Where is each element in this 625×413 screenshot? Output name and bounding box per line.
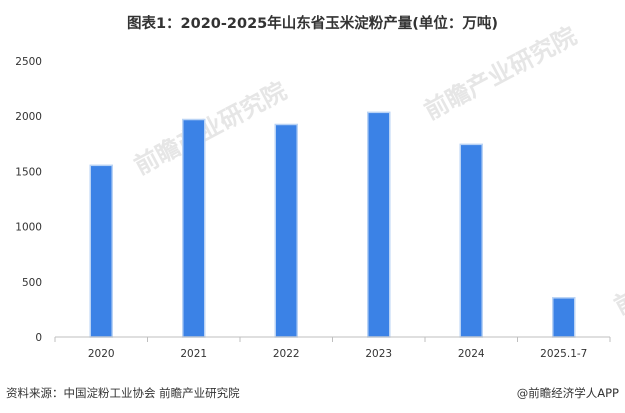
x-tick-label: 2024: [458, 348, 485, 360]
watermark-1: 前瞻产业研究院: [130, 77, 291, 181]
axes-group: [54, 336, 611, 342]
y-tick-label: 500: [22, 277, 42, 289]
x-tick-label: 2022: [273, 348, 300, 360]
bar-2025.1-7: [552, 297, 576, 338]
brand-credit: @前瞻经济学人APP: [516, 386, 619, 400]
y-tick-label: 1500: [15, 166, 42, 178]
source-note: 资料来源：中国淀粉工业协会 前瞻产业研究院: [6, 386, 240, 400]
watermark-2: 前瞻产业研究院: [420, 22, 581, 126]
x-tick-label: 2023: [365, 348, 392, 360]
y-tick-label: 2500: [15, 56, 42, 68]
bar-2024: [459, 143, 483, 338]
x-tick-label: 2020: [88, 348, 115, 360]
bar-2021: [182, 118, 206, 338]
bars-group: [89, 111, 576, 338]
bar-2020: [89, 164, 113, 338]
bar-2022: [274, 123, 298, 338]
x-tick-label: 2021: [180, 348, 207, 360]
y-tick-label: 0: [35, 332, 42, 344]
x-tick-label: 2025.1-7: [540, 348, 587, 360]
y-tick-label: 2000: [15, 111, 42, 123]
watermark-3: 前瞻产业研究院: [610, 217, 625, 321]
bar-2023: [367, 111, 391, 338]
y-tick-labels: 0 500 1000 1500 2000 2500: [15, 56, 42, 344]
chart-title: 图表1：2020-2025年山东省玉米淀粉产量(单位：万吨): [126, 16, 499, 32]
y-tick-label: 1000: [15, 222, 42, 234]
x-tick-labels: 2020 2021 2022 2023 2024 2025.1-7: [88, 348, 587, 360]
